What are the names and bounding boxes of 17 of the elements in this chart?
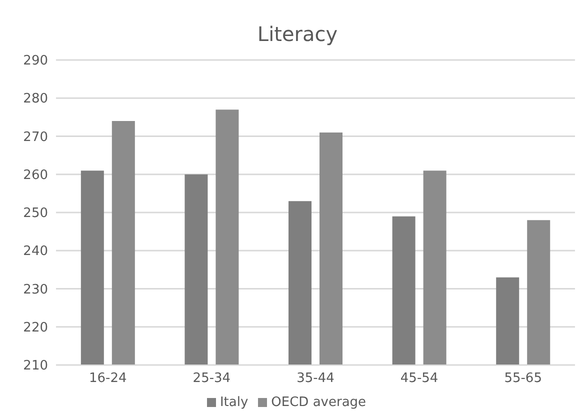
x-tick-label: 16-24 bbox=[89, 371, 127, 386]
legend-label: OECD average bbox=[271, 395, 366, 410]
x-tick-label: 55-65 bbox=[504, 371, 542, 386]
x-tick-label: 45-54 bbox=[400, 371, 438, 386]
legend-label: Italy bbox=[220, 395, 248, 410]
y-tick-label: 220 bbox=[23, 320, 48, 336]
y-tick-label: 230 bbox=[23, 282, 48, 298]
chart-title: Literacy bbox=[256, 22, 339, 46]
x-tick-label: 35-44 bbox=[296, 371, 334, 386]
y-tick-label: 250 bbox=[23, 206, 48, 222]
y-tick-label: 290 bbox=[23, 54, 48, 69]
y-tick-label: 210 bbox=[23, 358, 48, 374]
x-tick-label: 25-34 bbox=[192, 371, 231, 386]
y-tick-label: 240 bbox=[23, 244, 48, 260]
y-tick-label: 280 bbox=[23, 92, 48, 107]
y-tick-label: 260 bbox=[23, 168, 48, 183]
y-tick-label: 270 bbox=[23, 130, 48, 145]
